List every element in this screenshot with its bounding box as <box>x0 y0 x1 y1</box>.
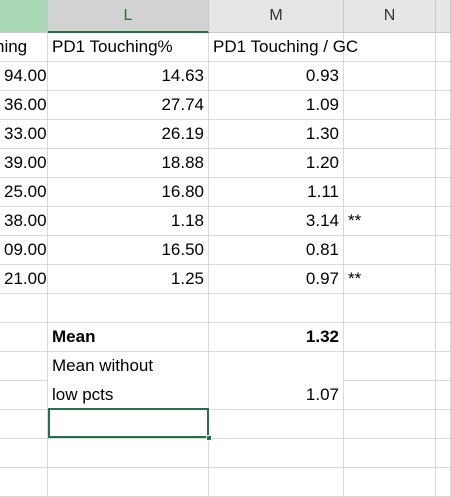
cell-k[interactable] <box>0 410 48 439</box>
cell-n[interactable] <box>344 381 436 410</box>
cell-m[interactable]: 0.93 <box>209 62 344 91</box>
cell-m[interactable] <box>209 410 344 439</box>
cell-n[interactable] <box>344 439 436 468</box>
cell-m[interactable]: 0.97 <box>209 265 344 294</box>
cell-o[interactable] <box>436 410 451 439</box>
cell-o[interactable] <box>436 468 451 497</box>
cell-n[interactable] <box>344 410 436 439</box>
cell-o[interactable] <box>436 120 451 149</box>
cell-k[interactable] <box>0 468 48 497</box>
cell-mean-without-line2[interactable]: low pcts <box>48 381 209 410</box>
cell-k[interactable] <box>0 352 48 381</box>
cell-mean-without-line1[interactable]: Mean without <box>48 352 209 381</box>
column-header-k[interactable] <box>0 0 48 33</box>
cell-m-header[interactable]: PD1 Touching / GC <box>209 33 358 62</box>
cell-o[interactable] <box>436 439 451 468</box>
cell-o[interactable] <box>436 149 451 178</box>
cell-o-header[interactable] <box>436 33 451 62</box>
cell-n[interactable] <box>344 178 436 207</box>
cell-m[interactable]: 1.09 <box>209 91 344 120</box>
cell-m[interactable]: 1.20 <box>209 149 344 178</box>
cell-o[interactable] <box>436 352 451 381</box>
cell-m[interactable]: 0.81 <box>209 236 344 265</box>
cell-n[interactable] <box>344 352 436 381</box>
cell-l[interactable]: 14.63 <box>48 62 209 91</box>
cell-k[interactable] <box>0 439 48 468</box>
column-header-o[interactable] <box>436 0 451 33</box>
cell-o[interactable] <box>436 236 451 265</box>
cell-o[interactable] <box>436 381 451 410</box>
cell-l[interactable] <box>48 468 209 497</box>
active-cell-selection[interactable] <box>48 408 209 438</box>
cell-n[interactable] <box>344 468 436 497</box>
cell-k-header[interactable]: hing <box>0 33 48 62</box>
cell-l[interactable]: 16.80 <box>48 178 209 207</box>
cell-l[interactable]: 26.19 <box>48 120 209 149</box>
cell-n[interactable] <box>344 149 436 178</box>
cell-k[interactable]: 94.00 <box>0 62 48 91</box>
cell-n[interactable]: ** <box>344 207 436 236</box>
cell-m[interactable] <box>209 352 344 381</box>
cell-o[interactable] <box>436 294 451 323</box>
cell-mean-value[interactable]: 1.32 <box>209 323 344 352</box>
cell-n[interactable] <box>344 91 436 120</box>
cell-m[interactable]: 1.11 <box>209 178 344 207</box>
cell-mean-label[interactable]: Mean <box>48 323 209 352</box>
cell-k[interactable]: 25.00 <box>0 178 48 207</box>
cell-o[interactable] <box>436 265 451 294</box>
cell-k[interactable] <box>0 294 48 323</box>
cell-k[interactable]: 38.00 <box>0 207 48 236</box>
cell-m[interactable] <box>209 439 344 468</box>
cell-k[interactable]: 36.00 <box>0 91 48 120</box>
cell-n[interactable] <box>344 294 436 323</box>
cell-k[interactable]: 39.00 <box>0 149 48 178</box>
cell-m[interactable]: 1.30 <box>209 120 344 149</box>
column-header-l[interactable]: L <box>48 0 209 33</box>
cell-n[interactable]: ** <box>344 265 436 294</box>
cell-k[interactable] <box>0 323 48 352</box>
cell-k[interactable]: 09.00 <box>0 236 48 265</box>
cell-k[interactable]: 33.00 <box>0 120 48 149</box>
cell-m[interactable] <box>209 294 344 323</box>
cell-o[interactable] <box>436 62 451 91</box>
cell-o[interactable] <box>436 178 451 207</box>
cell-l[interactable]: 27.74 <box>48 91 209 120</box>
cell-l[interactable] <box>48 439 209 468</box>
cell-n[interactable] <box>344 120 436 149</box>
cell-k[interactable] <box>0 381 48 410</box>
cell-n[interactable] <box>344 62 436 91</box>
cell-o[interactable] <box>436 323 451 352</box>
column-header-n[interactable]: N <box>344 0 436 33</box>
cell-n[interactable] <box>344 323 436 352</box>
cell-o[interactable] <box>436 91 451 120</box>
cell-n-header[interactable] <box>344 33 436 62</box>
cell-n[interactable] <box>344 236 436 265</box>
cell-m[interactable] <box>209 468 344 497</box>
cell-l[interactable]: 18.88 <box>48 149 209 178</box>
cell-l[interactable]: 1.25 <box>48 265 209 294</box>
cell-m[interactable]: 3.14 <box>209 207 344 236</box>
fill-handle[interactable] <box>206 435 212 441</box>
cell-mean-without-value[interactable]: 1.07 <box>209 381 344 410</box>
column-header-m[interactable]: M <box>209 0 344 33</box>
cell-l[interactable]: 1.18 <box>48 207 209 236</box>
cell-k[interactable]: 21.00 <box>0 265 48 294</box>
cell-l[interactable]: 16.50 <box>48 236 209 265</box>
cell-l-header[interactable]: PD1 Touching% <box>48 33 209 62</box>
cell-o[interactable] <box>436 207 451 236</box>
cell-l[interactable] <box>48 294 209 323</box>
